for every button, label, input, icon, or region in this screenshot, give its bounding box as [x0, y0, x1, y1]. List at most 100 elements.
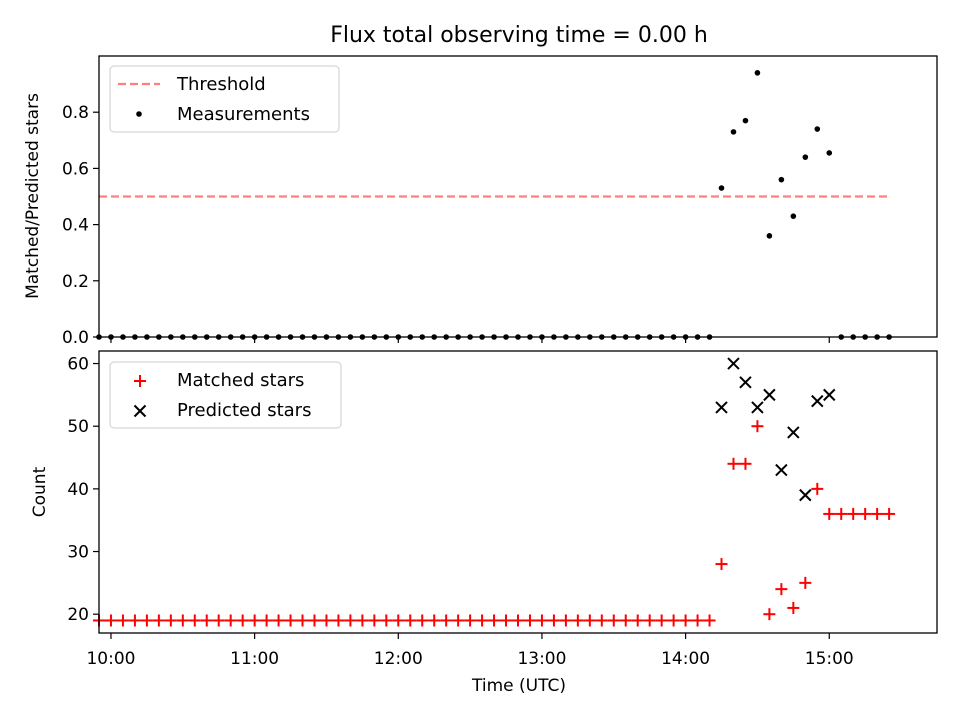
matched-stars-point: [452, 614, 465, 627]
matched-stars-point: [583, 614, 596, 627]
matched-stars-point: [140, 614, 153, 627]
count-y-tick-label: 50: [67, 417, 89, 437]
matched-stars-point: [859, 507, 872, 520]
count-panel: 20 30 40 50 60 10:00 11:00 12:00 13:00 14:00 15:0…: [30, 350, 938, 696]
predicted-stars-point: [811, 394, 824, 408]
ratio-plot-frame: [98, 55, 938, 338]
predicted-stars-point: [799, 488, 812, 502]
matched-stars-point: [559, 614, 572, 627]
ratio-y-tick-label: 0.6: [62, 159, 89, 179]
matched-legend-swatch: [134, 375, 146, 387]
predicted-stars-point: [775, 463, 788, 477]
x-axis-label: Time (UTC): [471, 676, 566, 696]
matched-stars-point: [152, 614, 165, 627]
chart-title: Flux total observing time = 0.00 h: [330, 23, 708, 48]
matched-stars-point: [404, 614, 417, 627]
matched-stars-point: [476, 614, 489, 627]
predicted-legend-swatch: [133, 404, 147, 418]
count-y-tick-label: 40: [67, 480, 89, 500]
count-y-axis: 20 30 40 50 60: [67, 355, 99, 625]
measurements-point: [802, 154, 809, 160]
matched-stars-point: [619, 614, 632, 627]
matched-stars-point: [739, 457, 752, 470]
matched-stars-point: [679, 614, 692, 627]
matched-stars-point: [847, 507, 860, 520]
ratio-legend: Threshold Measurements: [109, 65, 340, 133]
count-y-tick-label: 60: [67, 355, 89, 375]
matched-stars-point: [667, 614, 680, 627]
measurements-point: [718, 185, 725, 191]
measurements-legend-swatch: [136, 111, 142, 117]
matched-stars-point: [164, 614, 177, 627]
count-legend-box: [109, 361, 342, 429]
matched-stars-point: [344, 614, 357, 627]
matched-stars-point: [416, 614, 429, 627]
matched-stars-point: [871, 507, 884, 520]
x-tick-label: 12:00: [374, 649, 423, 669]
matched-stars-point: [631, 614, 644, 627]
matched-stars-point: [655, 614, 668, 627]
matched-stars-point: [188, 614, 201, 627]
count-y-tick-label: 20: [67, 605, 89, 625]
matched-stars-point: [236, 614, 249, 627]
measurements-point: [778, 176, 785, 183]
matched-stars-point: [715, 558, 728, 571]
x-tick-label: 11:00: [230, 649, 279, 669]
matched-stars-point: [787, 601, 800, 614]
matched-stars-point: [116, 614, 129, 627]
count-legend: Matched stars Predicted stars: [109, 361, 342, 429]
ratio-x-axis: [110, 337, 830, 343]
matched-stars-point: [500, 614, 513, 627]
matched-stars-point: [727, 457, 740, 470]
measurements-point: [814, 126, 821, 132]
x-tick-label: 13:00: [517, 649, 566, 669]
ratio-y-tick-label: 0.2: [62, 272, 89, 292]
matched-stars-point: [799, 576, 812, 589]
matched-stars-point: [512, 614, 524, 627]
predicted-stars-point: [787, 426, 800, 439]
matched-stars-point: [883, 507, 896, 520]
count-x-axis: 10:00 11:00 12:00 13:00 14:00 15:00: [86, 633, 854, 669]
matched-stars-point: [751, 420, 764, 433]
matched-stars-point: [368, 614, 381, 627]
matched-stars-point: [464, 614, 477, 627]
predicted-stars-point: [763, 388, 776, 402]
matched-stars-point: [200, 614, 213, 627]
ratio-panel: 0.00.20.40.60.8 Matched/Predicted stars …: [23, 55, 938, 348]
ratio-legend-box: [109, 65, 340, 133]
predicted-stars-point: [727, 357, 740, 370]
measurements-point: [826, 150, 833, 156]
matched-stars-point: [332, 614, 345, 627]
count-y-axis-label: Count: [30, 466, 50, 517]
matched-stars-point: [643, 614, 656, 627]
matched-stars-point: [380, 614, 393, 627]
matched-stars-point: [535, 614, 548, 627]
count-y-tick-label: 30: [67, 543, 89, 563]
matched-stars-point: [260, 614, 273, 627]
matched-stars-point: [128, 614, 141, 627]
matched-stars-point: [763, 608, 776, 621]
predicted-stars-point: [739, 376, 752, 389]
matched-stars-point: [835, 507, 848, 520]
threshold-legend-label: Threshold: [176, 74, 266, 95]
ratio-y-axis-label: Matched/Predicted stars: [23, 93, 43, 299]
ratio-y-tick-label: 0.4: [62, 216, 89, 236]
x-tick-label: 15:00: [805, 649, 854, 669]
matched-stars-point: [104, 614, 117, 627]
count-plot-area: [93, 357, 896, 627]
matched-stars-point: [308, 614, 321, 627]
matched-stars-point: [547, 614, 560, 627]
count-plot-frame: [98, 350, 938, 634]
matched-stars-point: [224, 614, 237, 627]
predicted-stars-point: [823, 388, 836, 402]
matched-stars-point: [703, 614, 716, 627]
measurements-point: [766, 233, 773, 239]
matched-stars-point: [823, 507, 836, 520]
matched-stars-point: [571, 614, 584, 627]
matched-stars-point: [248, 614, 261, 627]
ratio-y-tick-label: 0.8: [62, 103, 89, 123]
matched-stars-point: [176, 614, 189, 627]
predicted-legend-label: Predicted stars: [177, 400, 311, 421]
matched-stars-point: [392, 614, 405, 627]
